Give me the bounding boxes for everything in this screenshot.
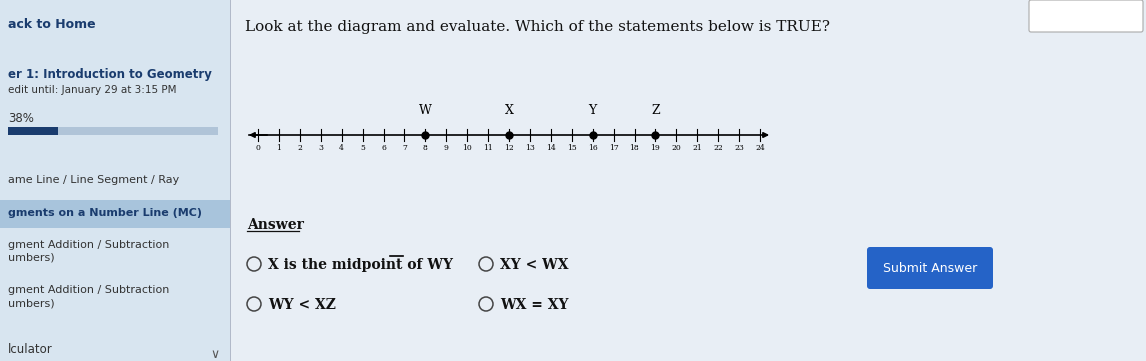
- Text: 7: 7: [402, 144, 407, 152]
- Text: 14: 14: [545, 144, 556, 152]
- Text: 12: 12: [504, 144, 513, 152]
- Text: ame Line / Line Segment / Ray: ame Line / Line Segment / Ray: [8, 175, 179, 185]
- Text: 10: 10: [462, 144, 472, 152]
- Text: 23: 23: [735, 144, 744, 152]
- Text: WX = XY: WX = XY: [500, 298, 568, 312]
- Text: ack to Home: ack to Home: [8, 18, 95, 31]
- Text: Look at the diagram and evaluate. Which of the statements below is TRUE?: Look at the diagram and evaluate. Which …: [245, 20, 830, 34]
- Text: 21: 21: [692, 144, 702, 152]
- Text: 4: 4: [339, 144, 344, 152]
- Text: 9: 9: [444, 144, 449, 152]
- Text: 24: 24: [755, 144, 764, 152]
- Text: Y: Y: [589, 104, 597, 117]
- Text: 18: 18: [629, 144, 639, 152]
- Text: 6: 6: [382, 144, 386, 152]
- Text: 15: 15: [567, 144, 576, 152]
- Text: 19: 19: [651, 144, 660, 152]
- Text: X is the midpoint of WY: X is the midpoint of WY: [268, 258, 453, 272]
- Text: XY < WX: XY < WX: [500, 258, 568, 272]
- Text: 3: 3: [319, 144, 323, 152]
- Text: umbers): umbers): [8, 253, 55, 263]
- Text: 8: 8: [423, 144, 427, 152]
- Bar: [0, 200, 230, 228]
- Text: 17: 17: [609, 144, 619, 152]
- Text: 38%: 38%: [8, 112, 34, 125]
- Text: gment Addition / Subtraction: gment Addition / Subtraction: [8, 240, 170, 250]
- Text: edit until: January 29 at 3:15 PM: edit until: January 29 at 3:15 PM: [8, 85, 176, 95]
- Text: 11: 11: [484, 144, 493, 152]
- Text: Submit Answer: Submit Answer: [882, 261, 978, 274]
- Bar: [8, 127, 218, 135]
- Text: Answer: Answer: [248, 218, 304, 232]
- Text: gment Addition / Subtraction: gment Addition / Subtraction: [8, 285, 170, 295]
- Text: W: W: [419, 104, 432, 117]
- Bar: [0, 0, 230, 361]
- Bar: [230, 0, 1146, 361]
- Text: 1: 1: [276, 144, 282, 152]
- Text: 0: 0: [256, 144, 260, 152]
- Text: Z: Z: [651, 104, 660, 117]
- Text: umbers): umbers): [8, 298, 55, 308]
- Text: gments on a Number Line (MC): gments on a Number Line (MC): [8, 208, 202, 218]
- Text: X: X: [504, 104, 513, 117]
- Text: 16: 16: [588, 144, 597, 152]
- Text: 5: 5: [360, 144, 366, 152]
- Text: lculator: lculator: [8, 343, 53, 356]
- Text: WY < XZ: WY < XZ: [268, 298, 336, 312]
- FancyBboxPatch shape: [1029, 0, 1143, 32]
- Text: er 1: Introduction to Geometry: er 1: Introduction to Geometry: [8, 68, 212, 81]
- Text: 2: 2: [298, 144, 303, 152]
- FancyBboxPatch shape: [868, 247, 992, 289]
- Text: 13: 13: [525, 144, 535, 152]
- Text: ∨: ∨: [210, 348, 219, 361]
- Bar: [8, 127, 58, 135]
- Text: 22: 22: [713, 144, 723, 152]
- Text: 20: 20: [672, 144, 681, 152]
